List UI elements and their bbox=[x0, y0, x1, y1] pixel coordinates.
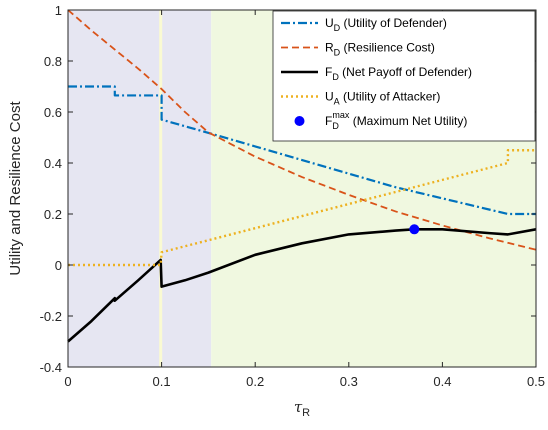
legend-label-subscript: A bbox=[334, 97, 340, 107]
y-tick-label: 0.6 bbox=[44, 105, 62, 120]
y-tick-label: -0.2 bbox=[40, 309, 62, 324]
y-tick-label: 1 bbox=[55, 3, 62, 18]
region-0 bbox=[68, 10, 212, 367]
x-axis-label-main: τ bbox=[294, 398, 303, 416]
legend-label-subscript: D bbox=[334, 48, 341, 58]
y-tick-label: 0.4 bbox=[44, 156, 62, 171]
legend-label-main: F bbox=[325, 65, 332, 79]
legend-label-superscript: max bbox=[332, 110, 350, 120]
legend-entry-label-2: FD (Net Payoff of Defender) bbox=[325, 65, 472, 82]
series-line-0 bbox=[68, 85, 536, 216]
marker-point-0 bbox=[409, 224, 420, 235]
legend-box bbox=[272, 10, 536, 142]
x-tick-label: 0.3 bbox=[340, 374, 358, 389]
x-tick-label: 0.1 bbox=[153, 374, 171, 389]
markers bbox=[409, 224, 420, 235]
x-tick-label: 0 bbox=[64, 374, 71, 389]
legend-label-main: R bbox=[325, 41, 334, 55]
legend: UD (Utility of Defender)RD (Resilience C… bbox=[272, 10, 536, 142]
legend-entry-label-0: UD (Utility of Defender) bbox=[325, 16, 447, 33]
legend-label-text: (Maximum Net Utility) bbox=[349, 114, 467, 128]
legend-marker-swatch-0 bbox=[294, 116, 305, 126]
legend-label-subscript: D bbox=[332, 72, 339, 82]
series-line-2 bbox=[67, 228, 537, 343]
plot-frame bbox=[67, 9, 537, 368]
x-tick-label: 0.2 bbox=[246, 374, 264, 389]
legend-label-main: F bbox=[325, 114, 332, 128]
legend-entry-label-3: UA (Utility of Attacker) bbox=[325, 90, 440, 107]
x-tick-label: 0.4 bbox=[433, 374, 451, 389]
legend-label-main: U bbox=[325, 16, 334, 30]
legend-label-text: (Utility of Defender) bbox=[340, 16, 447, 30]
y-axis-label: Utility and Resilience Cost bbox=[7, 101, 24, 276]
x-tick-label: 0.5 bbox=[527, 374, 545, 389]
series-lines bbox=[67, 9, 537, 343]
y-tick-label: -0.4 bbox=[40, 360, 62, 375]
legend-entry-label-1: RD (Resilience Cost) bbox=[325, 41, 435, 58]
legend-entry-label-4: Fmax D (Maximum Net Utility) bbox=[325, 110, 467, 131]
legend-label-text: (Net Payoff of Defender) bbox=[339, 65, 472, 79]
series-line-1 bbox=[67, 9, 537, 251]
legend-label-main: U bbox=[325, 90, 334, 104]
legend-label-text: (Utility of Attacker) bbox=[340, 90, 441, 104]
legend-label-subscript: D bbox=[334, 23, 341, 33]
legend-label-text: (Resilience Cost) bbox=[340, 41, 435, 55]
y-tick-label: 0 bbox=[55, 258, 62, 273]
x-axis-label-subscript: R bbox=[302, 407, 310, 419]
x-axis-label: τR bbox=[294, 398, 310, 419]
series-line-3 bbox=[68, 149, 536, 267]
y-tick-label: 0.2 bbox=[44, 207, 62, 222]
y-tick-label: 0.8 bbox=[44, 54, 62, 69]
legend-label-subscript: D bbox=[332, 121, 339, 131]
